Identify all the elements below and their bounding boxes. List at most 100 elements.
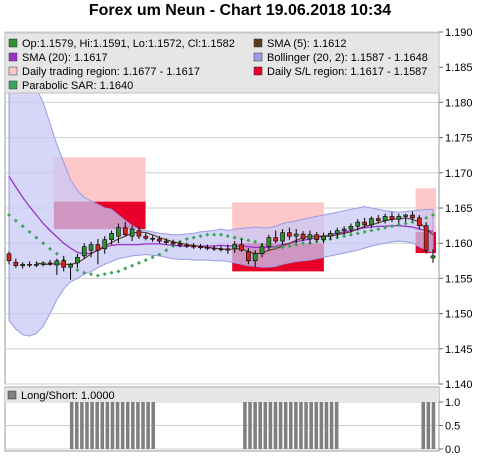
sar-point <box>130 263 135 268</box>
long-short-bar <box>90 402 94 449</box>
long-short-bar <box>309 402 313 449</box>
long-short-bar <box>105 402 110 449</box>
long-short-bar <box>95 402 99 449</box>
long-short-bar <box>253 402 257 449</box>
candle-body <box>27 264 32 266</box>
sar-point <box>355 231 360 236</box>
sar-point <box>13 218 18 223</box>
long-short-bar <box>146 402 150 449</box>
candle-body <box>280 232 285 242</box>
y-tick-label: 1.170 <box>445 168 473 180</box>
candle-body <box>389 216 395 220</box>
long-short-bar <box>299 402 303 449</box>
long-short-header <box>5 388 439 402</box>
long-short-bar <box>125 402 130 449</box>
sar-point <box>150 255 155 260</box>
sar-point <box>75 267 80 272</box>
long-short-bar <box>263 402 268 449</box>
sar-point <box>362 229 367 234</box>
candle-body <box>150 237 155 240</box>
candle-body <box>109 233 114 240</box>
long-short-bar <box>80 402 84 449</box>
long-short-bar <box>304 402 308 449</box>
sar-point <box>225 234 230 239</box>
candle-body <box>417 217 422 226</box>
sma20-line <box>8 175 434 255</box>
sar-point <box>280 245 285 250</box>
legend-items: Op:1.1579, Hi:1.1591, Lo:1.1572, Cl:1.15… <box>8 38 428 92</box>
legend-background <box>4 32 440 94</box>
sar-point <box>34 235 39 240</box>
sar-point <box>369 228 374 233</box>
candle-body <box>225 248 231 251</box>
ls-y-tick-label: 0.5 <box>445 421 460 433</box>
candle-body <box>423 225 429 251</box>
long-short-bar <box>85 402 89 449</box>
sar-point <box>54 251 59 256</box>
sar-point <box>301 241 306 246</box>
long-short-bar <box>75 402 79 449</box>
candles-layer <box>6 211 436 280</box>
candle-body <box>34 264 39 266</box>
long-short-bar <box>294 402 298 449</box>
legend-label: Daily S/L region: 1.1617 - 1.1587 <box>267 66 427 78</box>
candle-body <box>266 237 272 248</box>
legend-label: Parabolic SAR: 1.1640 <box>22 80 133 92</box>
sar-point <box>157 252 162 257</box>
candle-body <box>6 253 12 262</box>
candle-body <box>218 248 224 251</box>
sar-point <box>396 222 401 227</box>
long-short-bar <box>314 402 319 449</box>
candle-body <box>259 246 265 255</box>
sar-point <box>116 269 121 274</box>
candle-body <box>211 247 217 250</box>
long-short-bar <box>258 402 262 449</box>
candle-body <box>198 246 203 249</box>
long-short-bar <box>273 402 278 449</box>
candle-body <box>375 218 381 221</box>
sar-point <box>389 224 394 229</box>
candle-body <box>410 214 415 219</box>
long-short-bar <box>329 402 334 449</box>
candle-body <box>13 261 19 267</box>
sar-point <box>212 232 217 237</box>
legend-swatch <box>253 38 263 48</box>
sar-point <box>424 215 429 220</box>
y-tick-label: 1.145 <box>445 344 473 356</box>
sar-point <box>109 270 114 275</box>
sar-point <box>27 229 32 234</box>
legend-swatch <box>8 80 18 90</box>
sar-point <box>410 220 415 225</box>
candle-body <box>328 233 333 237</box>
long-short-swatch <box>7 390 17 400</box>
sar-point <box>20 224 25 229</box>
candle-body <box>430 255 436 259</box>
y-tick-label: 1.150 <box>445 309 473 321</box>
long-short-bar <box>278 402 283 449</box>
sar-point <box>48 246 53 251</box>
ls-y-tick-label: 1.0 <box>445 397 460 409</box>
candle-body <box>116 227 121 237</box>
long-short-bar <box>421 402 426 449</box>
long-short-bar <box>268 402 273 449</box>
sar-point <box>89 272 94 277</box>
legend-label: SMA (20): 1.1617 <box>22 52 108 64</box>
long-short-bar <box>141 402 145 449</box>
sar-point <box>246 238 251 243</box>
candle-body <box>239 244 244 251</box>
candle-body <box>369 218 374 226</box>
candle-body <box>81 246 87 257</box>
candle-body <box>75 256 80 264</box>
y-tick-label: 1.155 <box>445 273 473 285</box>
legend-box: Op:1.1579, Hi:1.1591, Lo:1.1572, Cl:1.15… <box>4 32 440 94</box>
sar-point <box>95 273 100 278</box>
sar-point <box>7 213 11 218</box>
sar-point <box>164 248 169 253</box>
long-short-bar <box>283 402 288 449</box>
long-short-bars <box>69 402 436 449</box>
long-short-bar <box>120 402 125 449</box>
legend-swatch <box>8 38 18 48</box>
y-tick-label: 1.190 <box>445 27 473 39</box>
candle-body <box>20 264 25 267</box>
y-tick-label: 1.180 <box>445 97 473 109</box>
